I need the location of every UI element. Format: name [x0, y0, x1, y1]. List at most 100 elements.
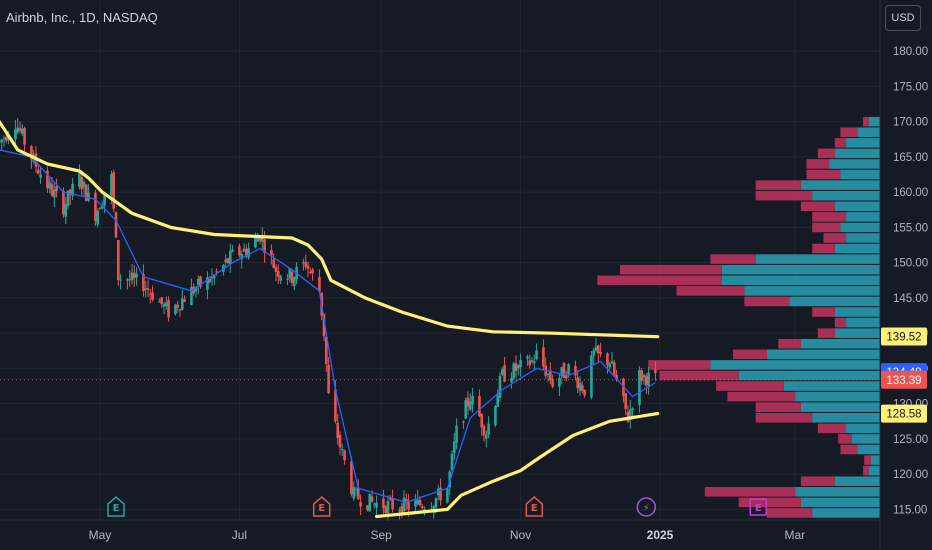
candle-body: [647, 372, 650, 386]
price-tag-bg: [881, 370, 927, 389]
volume-profile-up-bar: [851, 434, 880, 444]
candle-body: [244, 248, 248, 256]
volume-profile-up-bar: [846, 212, 880, 222]
candle-body: [416, 499, 420, 505]
candle-body: [528, 360, 532, 366]
dividend-flash-icon[interactable]: ⚡: [636, 497, 657, 517]
volume-profile-down-bar: [800, 476, 835, 487]
candle-body: [354, 488, 358, 490]
candle-body: [500, 369, 504, 375]
candle-body: [112, 172, 116, 209]
volume-profile-down-bar: [648, 360, 711, 370]
price-tag-envelope: 128.58: [881, 404, 927, 423]
volume-profile-down-bar: [716, 381, 784, 391]
candle-body: [610, 361, 614, 364]
volume-profile-down-bar: [812, 243, 835, 254]
candle-body: [231, 249, 234, 252]
chart-title: Airbnb, Inc., 1D, NASDAQ: [6, 10, 158, 25]
earnings-shape: [107, 496, 125, 517]
candle-body: [0, 141, 1, 143]
candle-body: [162, 304, 166, 307]
candle-body: [464, 400, 468, 419]
y-tick-label: 145.00: [893, 293, 928, 305]
candle-body: [160, 297, 164, 305]
y-tick-label: 165.00: [893, 152, 928, 164]
candle-body: [638, 369, 641, 406]
volume-profile-down-bar: [834, 138, 847, 148]
currency-button[interactable]: USD: [885, 5, 921, 31]
event-glyph: E: [113, 503, 120, 514]
candle-body: [263, 239, 266, 253]
price-tag-bg: [881, 327, 927, 346]
volume-profile-down-bar: [620, 264, 722, 275]
volume-profile-down-bar: [812, 212, 847, 222]
candle-body: [276, 271, 280, 277]
volume-profile-down-bar: [727, 391, 796, 402]
candle-body: [240, 254, 244, 260]
candle-body: [404, 499, 408, 503]
volume-profile-up-bar: [846, 233, 880, 243]
candle-body: [516, 365, 520, 369]
candle-body: [146, 288, 150, 290]
candle-body: [194, 288, 198, 292]
candle-body: [78, 173, 81, 188]
candle-body: [322, 313, 326, 337]
candle-body: [564, 375, 568, 379]
envelope-upper-line: [0, 120, 660, 339]
earnings-icon[interactable]: E: [107, 496, 125, 517]
volume-profile-down-bar: [817, 423, 847, 434]
volume-profile-down-bar: [812, 222, 841, 233]
volume-profile-down-bar: [817, 328, 835, 338]
candle-body: [126, 279, 129, 281]
volume-profile-up-bar: [710, 360, 880, 370]
y-tick-label: 120.00: [893, 469, 928, 481]
candle-body: [242, 248, 246, 252]
candle-body: [80, 177, 84, 189]
candle-body: [583, 389, 586, 396]
candle-body: [110, 174, 113, 196]
event-glyph: E: [755, 503, 762, 514]
x-tick-label: Mar: [785, 528, 806, 542]
candle-body: [471, 395, 474, 405]
earnings-shape: [525, 496, 544, 517]
earnings-icon[interactable]: E: [525, 496, 544, 517]
candle-body: [334, 389, 337, 422]
volume-profile-down-bar: [755, 190, 813, 201]
candle-body: [512, 363, 516, 379]
x-tick-label: Nov: [510, 528, 531, 542]
candle-body: [98, 208, 102, 210]
volume-profile-up-bar: [738, 370, 880, 381]
earnings-box: [749, 498, 768, 516]
candle-body: [87, 192, 90, 201]
volume-profile-down-bar: [823, 233, 847, 243]
volume-profile-up-bar: [744, 286, 880, 296]
volume-profile-down-bar: [840, 127, 858, 138]
volume-profile-up-bar: [800, 180, 880, 190]
candle-body: [608, 363, 612, 368]
candle-body: [324, 336, 328, 365]
candle-body: [452, 441, 456, 454]
candle-body: [55, 186, 58, 192]
candle-body: [196, 279, 200, 285]
candle-body: [654, 369, 657, 374]
event-glyph: E: [531, 503, 538, 514]
candle-body: [176, 304, 180, 308]
candle-body: [16, 127, 20, 133]
candle-body: [567, 364, 570, 375]
candle-body: [612, 362, 616, 375]
earnings-icon[interactable]: E: [312, 496, 331, 517]
candle-body: [574, 365, 577, 376]
candle-body: [30, 145, 33, 160]
candle-body: [599, 351, 602, 354]
candle-body: [238, 246, 241, 256]
candle-body: [503, 365, 506, 382]
envelope-lower-line: [375, 411, 660, 519]
candle-body: [532, 361, 536, 364]
earnings-icon[interactable]: E: [749, 498, 768, 516]
volume-profile-down-bar: [733, 349, 767, 360]
candle-body: [359, 502, 362, 507]
volume-profile-up-bar: [812, 508, 880, 518]
volume-profile-down-bar: [738, 497, 801, 508]
volume-profile-up-bar: [834, 201, 880, 212]
